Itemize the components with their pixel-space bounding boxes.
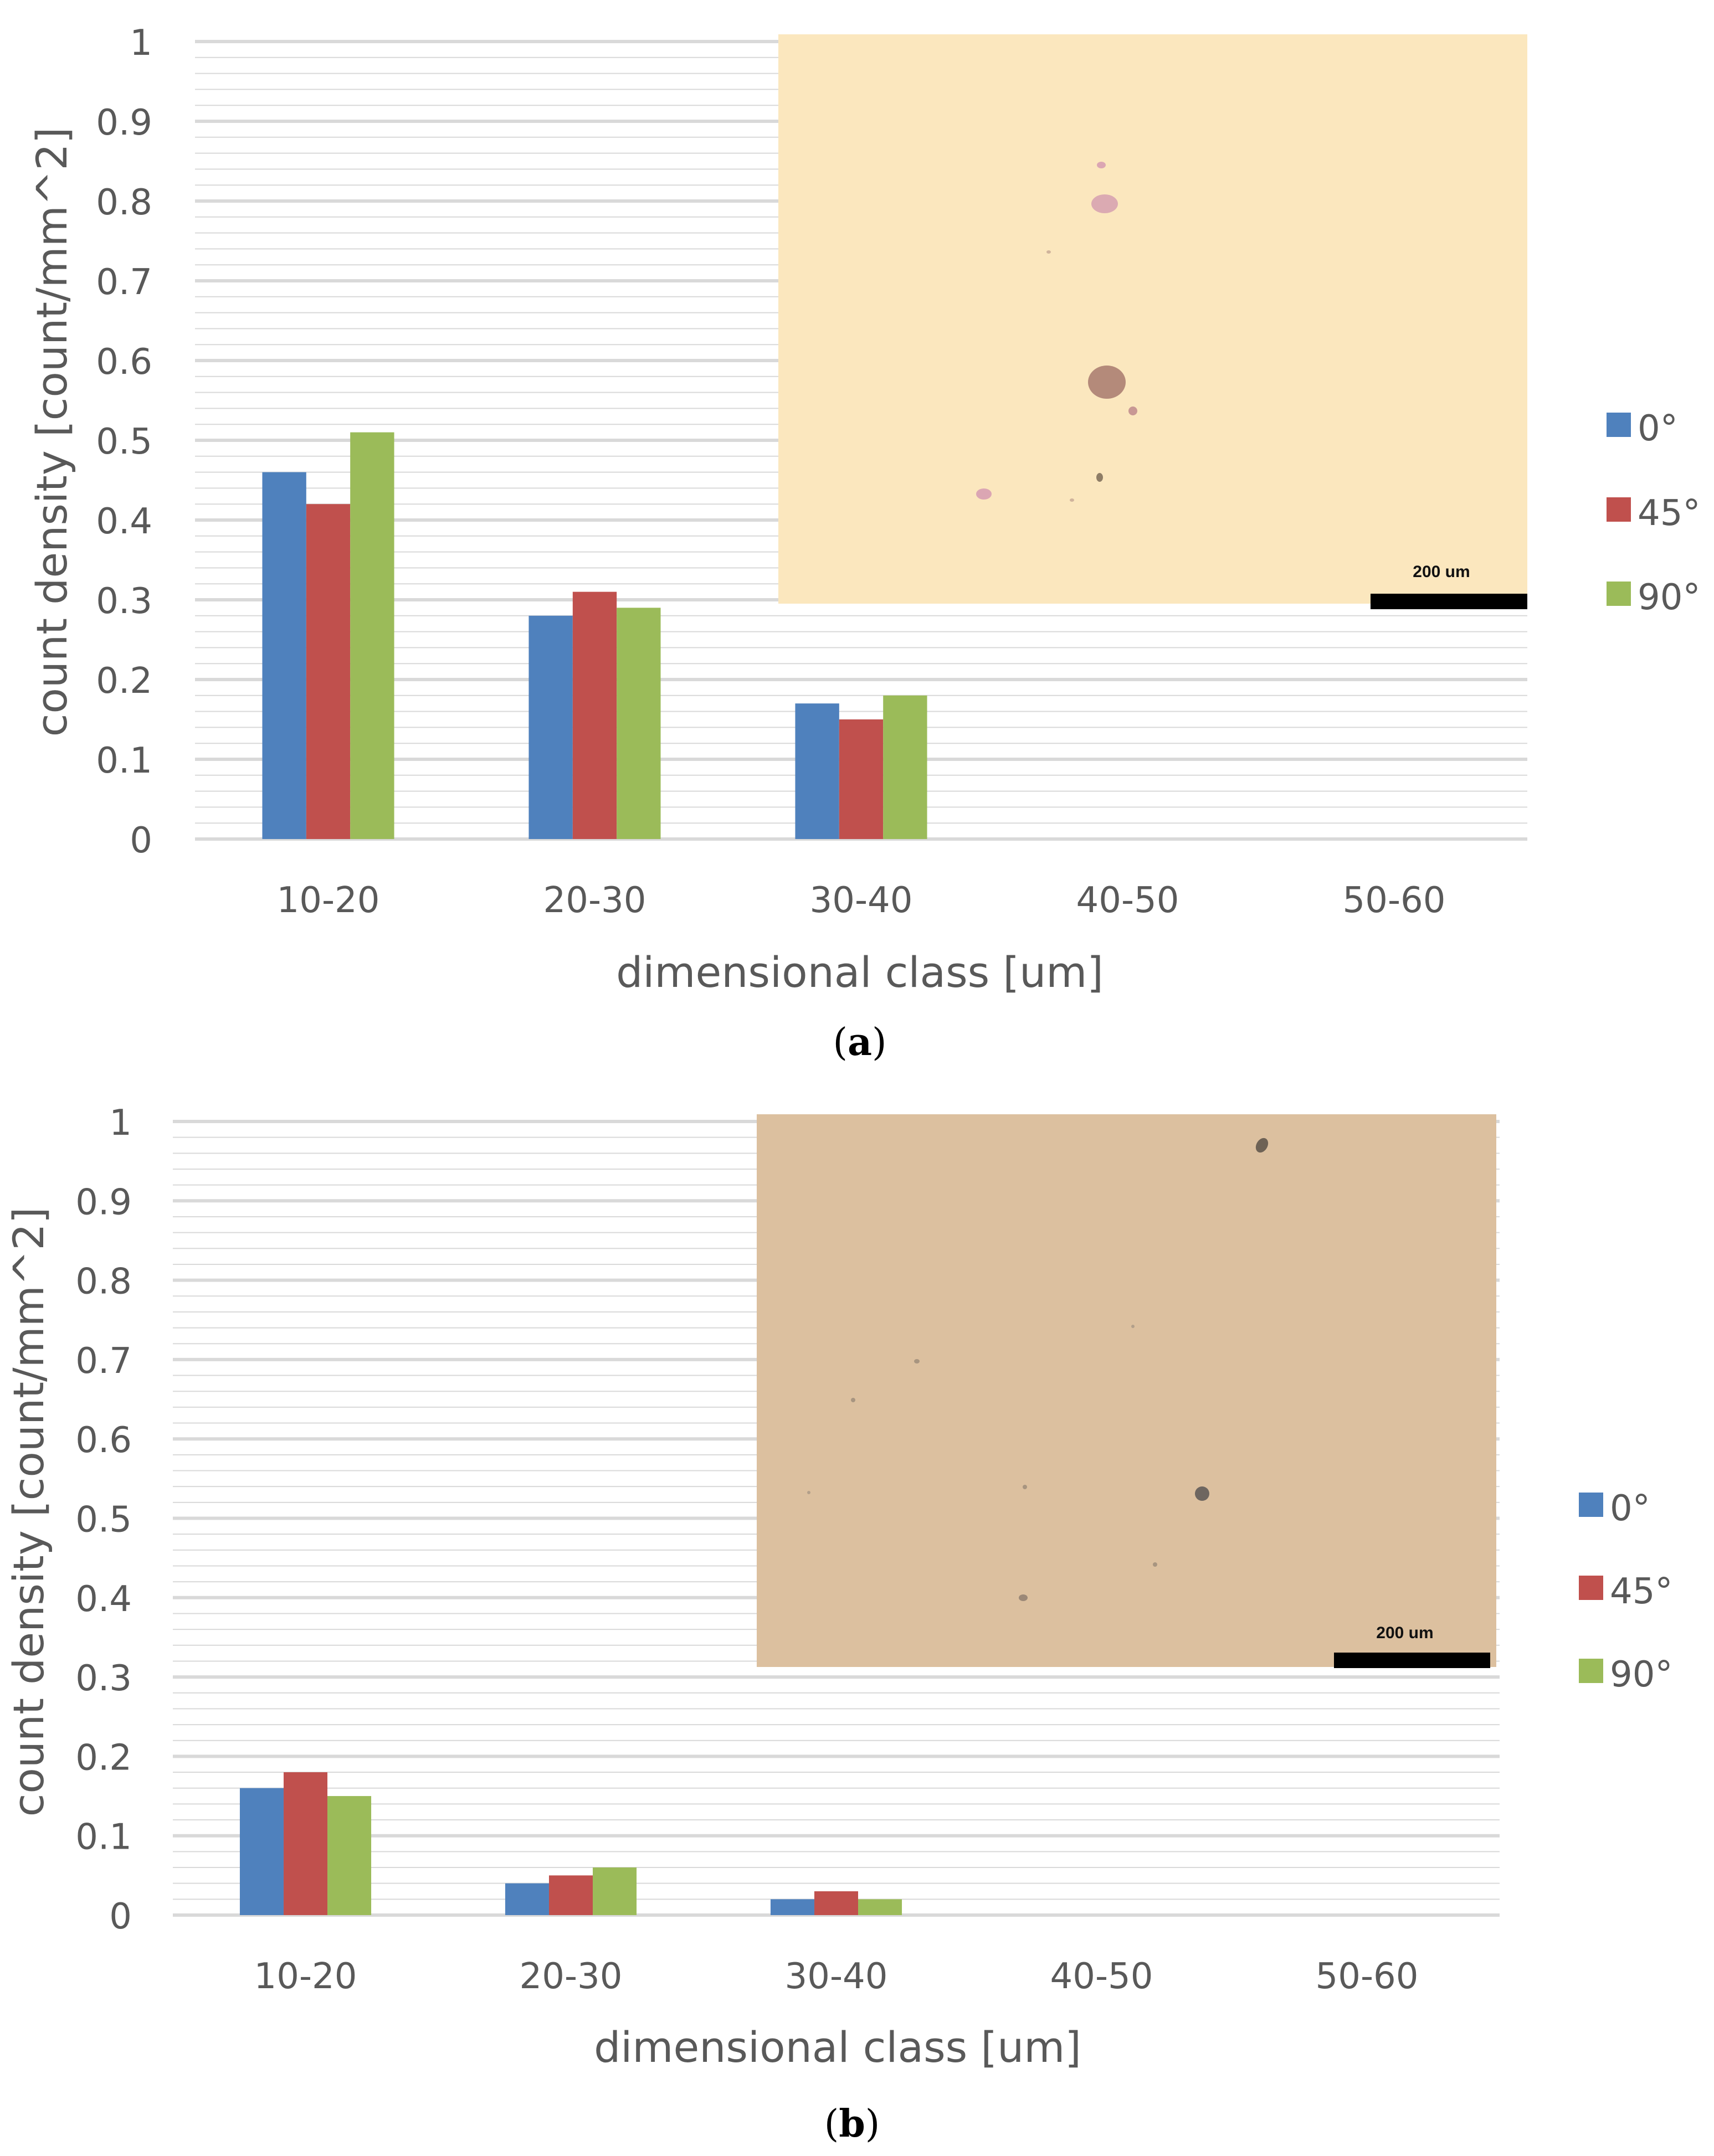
y-tick-label: 0.5 (96, 421, 152, 462)
y-axis-title-b: count density [count/mm^2] (4, 1207, 53, 1817)
legend-swatch (1579, 1493, 1603, 1517)
bar-20-30-series-2 (548, 1875, 593, 1915)
micrograph-inset-a: 200 um (778, 34, 1527, 609)
bar-20-30-series-2 (572, 591, 617, 839)
y-axis-ticks-b: 0 0.1 0.2 0.3 0.4 0.5 0.6 0.7 0.8 0.9 1 (75, 1103, 132, 1937)
x-axis-ticks-a: 10-20 20-30 30-40 40-50 50-60 (277, 880, 1446, 921)
y-tick-label: 0.5 (75, 1500, 132, 1541)
panel-a: 0 0.1 0.2 0.3 0.4 0.5 0.6 0.7 0.8 0.9 1 10-20 20-30… (27, 23, 1700, 1064)
y-tick-label: 0.4 (75, 1579, 132, 1620)
legend-label: 90° (1610, 1654, 1672, 1695)
bar-30-40-series-1 (795, 703, 839, 839)
legend-a: 0° 45° 90° (1607, 408, 1700, 618)
legend-label: 90° (1638, 577, 1700, 618)
particles-a (976, 162, 1137, 502)
bar-10-20-series-1 (262, 472, 306, 839)
x-axis-title-a: dimensional class [um] (616, 948, 1104, 997)
micrograph-inset-b: 200 um (757, 1114, 1496, 1668)
y-tick-label: 0.1 (96, 740, 152, 781)
y-axis-title-a: count density [count/mm^2] (27, 127, 76, 737)
bar-10-20-series-2 (283, 1772, 328, 1915)
bar-30-40-series-3 (883, 695, 927, 839)
bar-10-20-series-2 (306, 504, 351, 839)
bar-10-20-series-3 (350, 432, 394, 839)
legend-swatch (1579, 1659, 1603, 1683)
bar-10-20-series-3 (327, 1796, 372, 1915)
bar-30-40-series-3 (858, 1899, 902, 1915)
x-tick-label: 50-60 (1316, 1956, 1419, 1997)
x-tick-label: 10-20 (277, 880, 380, 921)
y-tick-label: 1 (109, 1103, 132, 1144)
bars-a (262, 432, 927, 839)
panel-letter: b (839, 2102, 865, 2146)
x-tick-label: 50-60 (1343, 880, 1446, 921)
y-tick-label: 0.8 (75, 1262, 132, 1303)
y-tick-label: 0.9 (75, 1182, 132, 1223)
micrograph-background-b (757, 1114, 1496, 1667)
legend-label: 0° (1638, 408, 1678, 449)
panel-caption-b: (b) (824, 2102, 880, 2146)
legend-b: 0° 45° 90° (1579, 1488, 1672, 1695)
particles-b (807, 1138, 1269, 1601)
legend-swatch (1607, 497, 1631, 522)
legend-label: 0° (1610, 1488, 1650, 1529)
x-tick-label: 30-40 (785, 1956, 888, 1997)
y-axis-ticks-a: 0 0.1 0.2 0.3 0.4 0.5 0.6 0.7 0.8 0.9 1 (96, 23, 152, 861)
legend-swatch (1579, 1576, 1603, 1600)
legend-swatch (1607, 582, 1631, 606)
legend-label: 45° (1638, 493, 1700, 534)
x-axis-ticks-b: 10-20 20-30 30-40 40-50 50-60 (254, 1956, 1419, 1997)
scale-bar-a (1371, 594, 1527, 609)
x-tick-label: 40-50 (1076, 880, 1179, 921)
scale-bar-label-b: 200 um (1376, 1624, 1433, 1642)
x-axis-title-b: dimensional class [um] (594, 2023, 1081, 2072)
y-tick-label: 0.3 (75, 1658, 132, 1699)
y-tick-label: 0.6 (96, 342, 152, 383)
scale-bar-label-a: 200 um (1413, 563, 1470, 581)
scale-bar-b (1334, 1653, 1490, 1668)
y-tick-label: 0 (130, 820, 152, 861)
bar-20-30-series-1 (528, 615, 573, 839)
bar-20-30-series-1 (505, 1883, 549, 1915)
bar-30-40-series-2 (839, 719, 884, 839)
y-tick-label: 0.9 (96, 102, 152, 143)
bar-30-40-series-1 (770, 1899, 814, 1915)
panel-letter: a (848, 1020, 872, 1064)
bar-10-20-series-1 (239, 1788, 284, 1915)
micrograph-background-a (778, 34, 1527, 604)
x-tick-label: 40-50 (1050, 1956, 1153, 1997)
y-tick-label: 0.8 (96, 182, 152, 223)
panel-b: 0 0.1 0.2 0.3 0.4 0.5 0.6 0.7 0.8 0.9 1 10-20 20-30… (4, 1103, 1672, 2146)
panel-caption-a: (a) (833, 1020, 886, 1064)
y-tick-label: 0 (109, 1896, 132, 1937)
y-tick-label: 0.7 (96, 262, 152, 303)
bars-b (239, 1772, 902, 1915)
x-tick-label: 10-20 (254, 1956, 357, 1997)
x-tick-label: 20-30 (520, 1956, 623, 1997)
y-tick-label: 1 (130, 23, 152, 64)
legend-swatch (1607, 413, 1631, 437)
x-tick-label: 20-30 (543, 880, 646, 921)
y-tick-label: 0.2 (96, 661, 152, 702)
x-tick-label: 30-40 (810, 880, 913, 921)
y-tick-label: 0.3 (96, 581, 152, 622)
y-tick-label: 0.2 (75, 1737, 132, 1778)
legend-label: 45° (1610, 1571, 1672, 1612)
bar-20-30-series-3 (593, 1867, 637, 1915)
bar-30-40-series-2 (814, 1891, 859, 1915)
y-tick-label: 0.7 (75, 1341, 132, 1382)
y-tick-label: 0.6 (75, 1420, 132, 1461)
bar-20-30-series-3 (617, 608, 661, 839)
y-tick-label: 0.4 (96, 501, 152, 542)
y-tick-label: 0.1 (75, 1817, 132, 1858)
